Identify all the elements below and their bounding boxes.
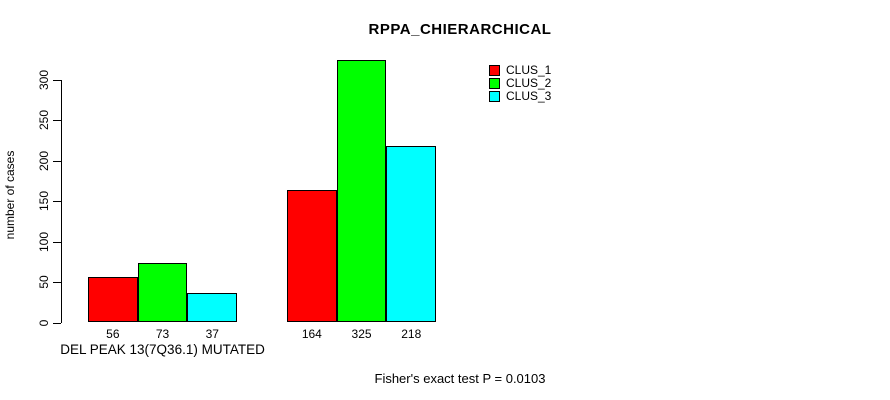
legend-item-clus_3: CLUS_3	[489, 90, 551, 103]
legend-item-clus_1: CLUS_1	[489, 64, 551, 77]
bar-value-label: 37	[205, 326, 219, 341]
y-tick-label: 100	[37, 231, 51, 252]
y-tick-mark	[53, 120, 61, 122]
legend-swatch-clus_2	[489, 78, 500, 89]
y-tick-mark	[53, 80, 61, 81]
y-tick-label: 250	[37, 110, 51, 131]
bar-clus_3-group1	[187, 292, 238, 323]
y-axis-line	[61, 80, 63, 323]
legend-item-clus_2: CLUS_2	[489, 77, 551, 90]
y-tick-mark	[53, 241, 61, 243]
annotation-text: Fisher's exact test P = 0.0103	[374, 371, 546, 386]
y-tick-label: 0	[37, 319, 51, 326]
y-tick-label: 200	[37, 150, 51, 171]
y-tick-label: 300	[37, 69, 51, 91]
bar-value-label: 325	[351, 326, 372, 341]
bar-clus_2-group1	[137, 263, 188, 323]
bar-value-label: 218	[401, 326, 422, 341]
legend-swatch-clus_1	[489, 65, 500, 76]
chart-title: RPPA_CHIERARCHICAL	[368, 21, 552, 38]
y-tick-mark	[53, 282, 61, 284]
y-tick-mark	[53, 201, 61, 203]
x-category-label: DEL PEAK 13(7Q36.1) MUTATED	[60, 341, 265, 357]
legend-label: CLUS_1	[506, 63, 552, 77]
bar-value-label: 73	[155, 326, 170, 341]
bar-clus_2-group2	[336, 59, 387, 323]
bar-clus_3-group2	[386, 146, 437, 323]
legend-swatch-clus_3	[489, 91, 500, 102]
y-tick-mark	[53, 322, 61, 324]
y-tick-mark	[53, 160, 61, 162]
y-tick-label: 150	[37, 191, 51, 212]
bar-value-label: 164	[301, 326, 322, 341]
y-tick-label: 50	[37, 275, 51, 289]
legend: CLUS_1 CLUS_2 CLUS_3	[489, 64, 551, 103]
bar-value-label: 56	[106, 326, 120, 341]
bar-clus_1-group1	[88, 277, 138, 323]
bar-clus_1-group2	[287, 189, 337, 323]
legend-label: CLUS_3	[506, 89, 552, 103]
legend-label: CLUS_2	[506, 76, 552, 90]
